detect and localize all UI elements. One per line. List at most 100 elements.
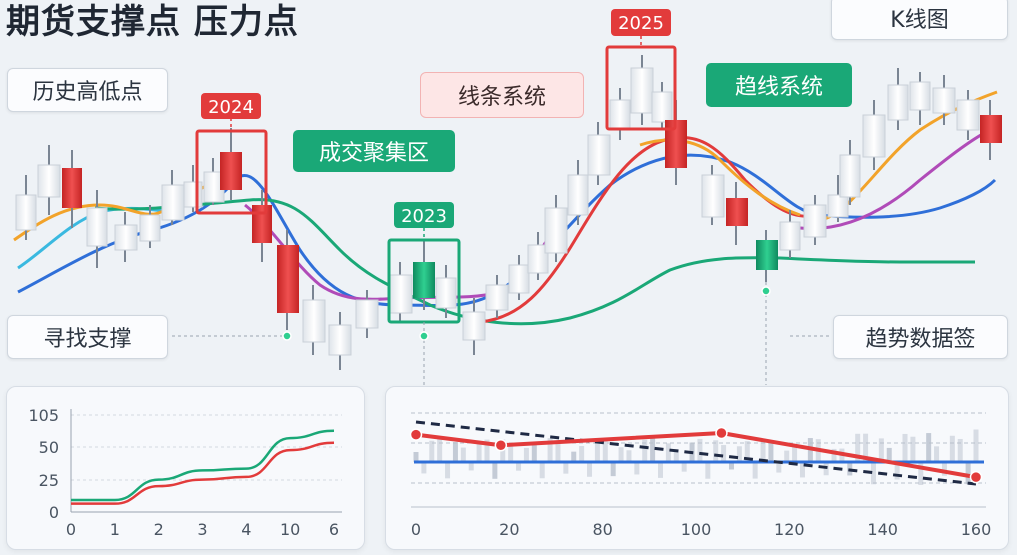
ma-green-curve — [94, 198, 975, 326]
candle — [980, 100, 1002, 160]
label-trend-line-system: 趋线系统 — [706, 63, 852, 107]
x-tick-label: 120 — [774, 520, 805, 539]
volume-bar — [665, 443, 671, 462]
candle — [909, 72, 931, 125]
y-tick-label: 105 — [28, 406, 59, 425]
marker-2025: 2025 — [605, 9, 677, 131]
volume-bar — [728, 462, 734, 470]
candle — [701, 165, 725, 225]
volume-bar — [736, 446, 742, 462]
candle — [756, 230, 778, 282]
y-tick-label: 50 — [39, 438, 59, 457]
volume-bar — [870, 462, 876, 485]
line-series — [70, 441, 335, 505]
x-tick-label: 80 — [592, 520, 612, 539]
candle — [485, 275, 509, 318]
x-tick-label: 2 — [154, 520, 164, 539]
year-label-2023: 2023 — [401, 206, 447, 227]
candle — [508, 255, 530, 300]
volume-bar — [626, 450, 632, 462]
volume-bar — [445, 462, 451, 479]
candle — [302, 285, 326, 355]
volume-bar — [744, 441, 750, 462]
candle — [609, 88, 631, 140]
volume-bar — [523, 447, 529, 462]
volume-bar — [697, 438, 703, 462]
volume-bar — [413, 452, 419, 462]
candle — [413, 240, 435, 310]
volume-bar — [484, 439, 490, 462]
x-tick-label: 4 — [241, 520, 251, 539]
candle — [328, 312, 352, 370]
volume-bar — [768, 441, 774, 462]
label-trend-data: 趋势数据签 — [833, 315, 1008, 359]
volume-bar — [705, 462, 711, 479]
label-volume-zone: 成交聚集区 — [293, 130, 455, 172]
x-tick-label: 10 — [280, 520, 300, 539]
x-tick-label: 0 — [66, 520, 76, 539]
volume-bar — [799, 462, 805, 478]
volume-bar — [421, 462, 427, 474]
volume-bar — [965, 462, 971, 485]
volume-bar — [949, 435, 955, 462]
volume-bar — [460, 447, 466, 462]
candle — [887, 68, 909, 130]
candle — [462, 298, 486, 355]
trend-dashed-line — [415, 420, 977, 486]
volume-bar — [784, 450, 790, 462]
line-series — [71, 429, 335, 502]
year-label-2024: 2024 — [208, 97, 254, 118]
trend-chart-panel: 0 20 80 100 120 140 160 — [385, 386, 1009, 550]
volume-bar — [902, 433, 908, 462]
volume-bar — [934, 446, 940, 462]
y-tick-label: 25 — [39, 471, 59, 490]
label-line-system: 线条系统 — [420, 72, 584, 118]
volume-bar — [610, 462, 616, 477]
marker-2023: 2023 — [387, 202, 461, 385]
trend-point — [494, 439, 508, 452]
volume-bar — [539, 462, 545, 479]
volume-bar — [571, 451, 577, 462]
candle — [839, 140, 861, 205]
candle — [932, 75, 956, 125]
volume-bar — [878, 438, 884, 462]
volume-bar — [752, 462, 758, 479]
candlestick-series — [15, 55, 1002, 370]
candle — [220, 128, 242, 200]
volume-bar — [776, 462, 782, 473]
candle — [15, 175, 37, 240]
volume-bar — [918, 462, 924, 485]
candle — [803, 195, 827, 245]
trend-series-line — [415, 431, 977, 480]
volume-bar — [468, 462, 474, 471]
volume-bar — [673, 449, 679, 462]
volume-bar — [926, 433, 932, 462]
candle — [726, 182, 748, 245]
volume-bar — [429, 440, 435, 462]
volume-bar — [894, 462, 900, 480]
line-chart-panel: 105 50 25 0 0 1 2 3 4 10 6 — [6, 386, 365, 550]
volume-bar — [602, 438, 608, 462]
candle — [183, 165, 203, 212]
trend-point — [969, 470, 983, 484]
x-tick-label: 140 — [867, 520, 898, 539]
candle — [527, 232, 549, 280]
volume-bar — [452, 442, 458, 462]
candle — [86, 190, 108, 268]
volume-bar — [579, 445, 585, 462]
volume-bar — [594, 438, 600, 462]
trend-point — [409, 428, 423, 441]
page-title: 期货支撑点 压力点 — [6, 2, 299, 42]
x-tick-label: 3 — [197, 520, 207, 539]
candle — [862, 100, 886, 170]
candle — [62, 150, 82, 228]
candle — [827, 175, 849, 222]
volume-bar — [508, 443, 514, 462]
volume-bar — [618, 447, 624, 462]
candle — [435, 265, 457, 318]
ma-purple-curve-right — [799, 128, 991, 231]
volume-bar — [516, 462, 522, 471]
candle — [779, 210, 801, 258]
volume-bar — [555, 440, 561, 462]
